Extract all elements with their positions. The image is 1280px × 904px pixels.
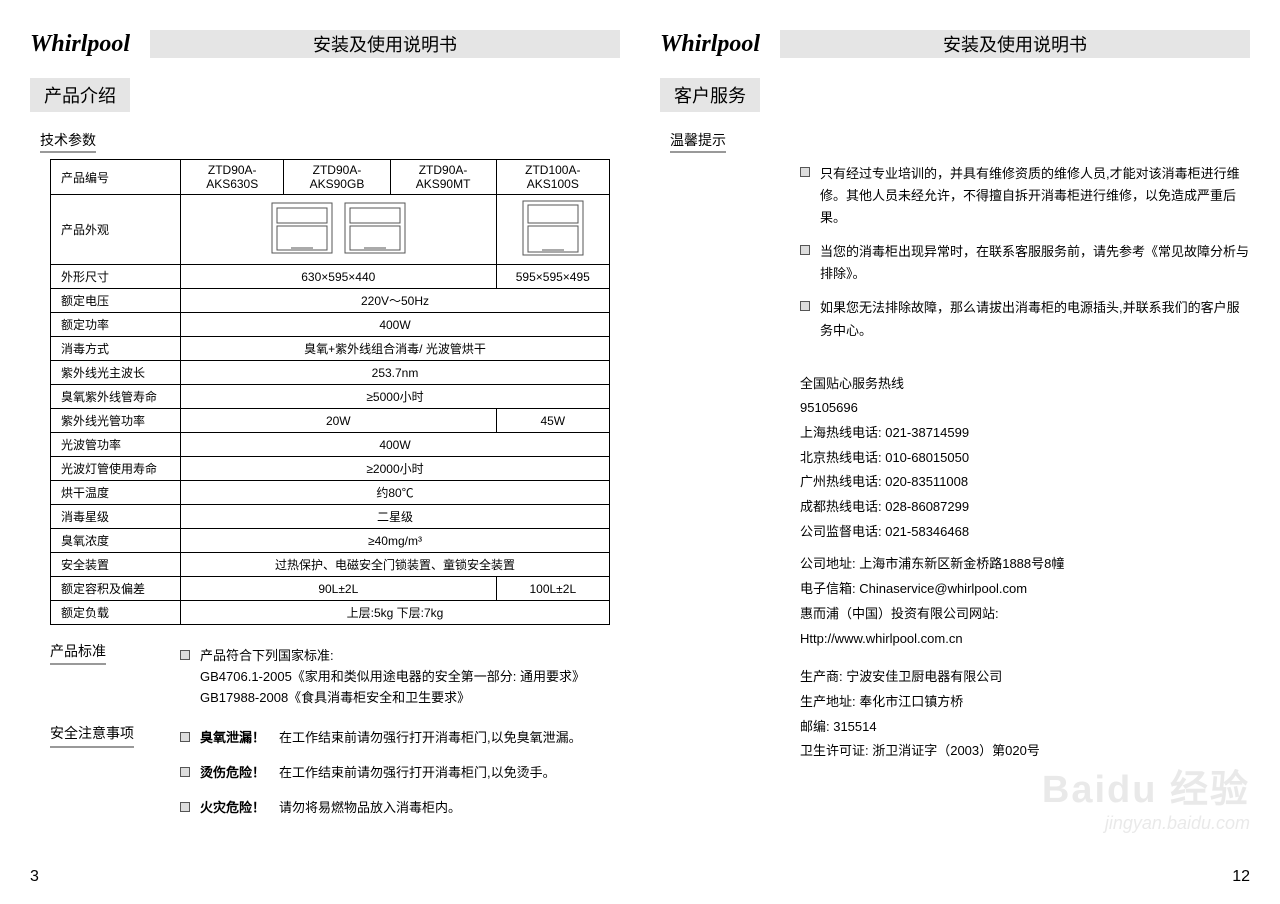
warning-text: 请勿将易燃物品放入消毒柜内。 bbox=[279, 798, 461, 819]
spec-table: 产品编号 ZTD90A-AKS630SZTD90A-AKS90GBZTD90A-… bbox=[50, 159, 610, 625]
contact-block: 全国贴心服务热线 95105696 上海热线电话: 021-38714599 北… bbox=[800, 372, 1250, 764]
table-row: 产品编号 ZTD90A-AKS630SZTD90A-AKS90GBZTD90A-… bbox=[51, 160, 610, 195]
standards-label: 产品标准 bbox=[50, 640, 106, 665]
header-title: 安装及使用说明书 bbox=[780, 30, 1250, 58]
table-row: 紫外线光管功率20W45W bbox=[51, 409, 610, 433]
cabinet-icon bbox=[518, 198, 588, 258]
bullet-icon bbox=[800, 301, 810, 311]
hotline-title: 全国贴心服务热线 bbox=[800, 372, 1250, 397]
tip-text: 只有经过专业培训的，并具有维修资质的维修人员,才能对该消毒柜进行维修。其他人员未… bbox=[820, 163, 1250, 229]
warning-label: 烫伤危险！ bbox=[200, 763, 265, 784]
tech-params-label: 技术参数 bbox=[40, 130, 620, 153]
section-product-intro: 产品介绍 bbox=[30, 78, 130, 112]
safety-block: 安全注意事项 臭氧泄漏！ 在工作结束前请勿强行打开消毒柜门,以免臭氧泄漏。 烫伤危… bbox=[50, 722, 620, 824]
table-row: 烘干温度约80℃ bbox=[51, 481, 610, 505]
standard-item: GB4706.1-2005《家用和类似用途电器的安全第一部分: 通用要求》 bbox=[200, 667, 620, 688]
table-row: 安全装置过热保护、电磁安全门锁装置、童锁安全装置 bbox=[51, 553, 610, 577]
header-left: Whirlpool 安装及使用说明书 bbox=[30, 30, 620, 58]
phone-line: 公司监督电话: 021-58346468 bbox=[800, 520, 1250, 545]
table-row: 光波管功率400W bbox=[51, 433, 610, 457]
website-label: 惠而浦（中国）投资有限公司网站: bbox=[800, 602, 1250, 627]
table-row: 额定负载上层:5kg 下层:7kg bbox=[51, 601, 610, 625]
phone-line: 北京热线电话: 010-68015050 bbox=[800, 446, 1250, 471]
table-row: 额定功率400W bbox=[51, 313, 610, 337]
cabinet-icon bbox=[340, 198, 410, 258]
table-row: 额定容积及偏差90L±2L100L±2L bbox=[51, 577, 610, 601]
warning-label: 火灾危险！ bbox=[200, 798, 265, 819]
table-row: 产品外观 bbox=[51, 195, 610, 265]
appearance-cell bbox=[496, 195, 609, 265]
bullet-icon bbox=[800, 245, 810, 255]
manufacturer: 生产商: 宁波安佳卫厨电器有限公司 bbox=[800, 665, 1250, 690]
bullet-icon bbox=[180, 767, 190, 777]
safety-label: 安全注意事项 bbox=[50, 722, 134, 747]
hotline-number: 95105696 bbox=[800, 396, 1250, 421]
company-email: 电子信箱: Chinaservice@whirlpool.com bbox=[800, 577, 1250, 602]
standard-item: GB17988-2008《食具消毒柜安全和卫生要求》 bbox=[200, 688, 620, 709]
bullet-icon bbox=[180, 802, 190, 812]
page-number: 12 bbox=[1232, 868, 1250, 886]
warning-label: 臭氧泄漏！ bbox=[200, 728, 265, 749]
tip-text: 如果您无法排除故障，那么请拔出消毒柜的电源插头,并联系我们的客户服务中心。 bbox=[820, 297, 1250, 341]
page-right: Whirlpool 安装及使用说明书 客户服务 温馨提示 只有经过专业培训的，并… bbox=[640, 0, 1280, 904]
manufacturer-address: 生产地址: 奉化市江口镇方桥 bbox=[800, 690, 1250, 715]
tips-block: 只有经过专业培训的，并具有维修资质的维修人员,才能对该消毒柜进行维修。其他人员未… bbox=[800, 163, 1250, 342]
bullet-icon bbox=[180, 650, 190, 660]
table-row: 臭氧紫外线管寿命≥5000小时 bbox=[51, 385, 610, 409]
appearance-cell bbox=[181, 195, 497, 265]
table-row: 紫外线光主波长253.7nm bbox=[51, 361, 610, 385]
standards-block: 产品标准 产品符合下列国家标准: GB4706.1-2005《家用和类似用途电器… bbox=[50, 640, 620, 714]
warning-text: 在工作结束前请勿强行打开消毒柜门,以免烫手。 bbox=[279, 763, 556, 784]
brand-logo: Whirlpool bbox=[30, 31, 130, 58]
section-customer-service: 客户服务 bbox=[660, 78, 760, 112]
header-title: 安装及使用说明书 bbox=[150, 30, 620, 58]
table-row: 光波灯管使用寿命≥2000小时 bbox=[51, 457, 610, 481]
bullet-icon bbox=[800, 167, 810, 177]
tip-text: 当您的消毒柜出现异常时，在联系客服服务前，请先参考《常见故障分析与排除》。 bbox=[820, 241, 1250, 285]
website-url: Http://www.whirlpool.com.cn bbox=[800, 627, 1250, 652]
company-address: 公司地址: 上海市浦东新区新金桥路1888号8幢 bbox=[800, 552, 1250, 577]
bullet-icon bbox=[180, 732, 190, 742]
phone-line: 广州热线电话: 020-83511008 bbox=[800, 470, 1250, 495]
table-row: 额定电压220V～50Hz bbox=[51, 289, 610, 313]
table-row: 外形尺寸630×595×440595×595×495 bbox=[51, 265, 610, 289]
standards-intro: 产品符合下列国家标准: bbox=[200, 646, 620, 667]
table-row: 消毒方式臭氧+紫外线组合消毒/ 光波管烘干 bbox=[51, 337, 610, 361]
table-row: 臭氧浓度≥40mg/m³ bbox=[51, 529, 610, 553]
page-number: 3 bbox=[30, 868, 39, 886]
table-row: 消毒星级二星级 bbox=[51, 505, 610, 529]
phone-line: 上海热线电话: 021-38714599 bbox=[800, 421, 1250, 446]
page-left: Whirlpool 安装及使用说明书 产品介绍 技术参数 产品编号 ZTD90A… bbox=[0, 0, 640, 904]
brand-logo: Whirlpool bbox=[660, 31, 760, 58]
cabinet-icon bbox=[267, 198, 337, 258]
watermark: Baidu 经验 jingyan.baidu.com bbox=[1042, 758, 1250, 834]
header-right: Whirlpool 安装及使用说明书 bbox=[660, 30, 1250, 58]
tips-label: 温馨提示 bbox=[670, 130, 1250, 153]
warning-text: 在工作结束前请勿强行打开消毒柜门,以免臭氧泄漏。 bbox=[279, 728, 582, 749]
postcode: 邮编: 315514 bbox=[800, 715, 1250, 740]
phone-line: 成都热线电话: 028-86087299 bbox=[800, 495, 1250, 520]
